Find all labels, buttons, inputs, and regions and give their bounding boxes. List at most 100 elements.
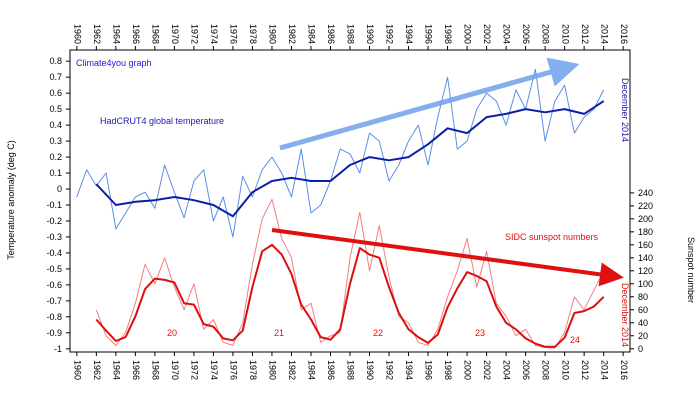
x-tick-label: 2016 (619, 360, 629, 380)
y2-tick-label: 20 (638, 331, 648, 341)
series-line (76, 68, 605, 238)
x-tick-label: 1990 (365, 24, 375, 44)
x-tick-label: 1986 (326, 24, 336, 44)
x-tick-label: 1974 (209, 24, 219, 44)
x-tick-label: 1962 (92, 24, 102, 44)
y-tick-label: -0.7 (46, 296, 62, 306)
y-tick-label: 0.6 (49, 88, 62, 98)
x-tick-label: 1992 (385, 24, 395, 44)
y-axis-label: Temperature anomaly (deg C) (6, 140, 16, 260)
y2-tick-label: 60 (638, 305, 648, 315)
y2-tick-label: 200 (638, 214, 653, 224)
x-tick-label: 1988 (346, 24, 356, 44)
x-tick-label: 2004 (502, 360, 512, 380)
y2-tick-label: 160 (638, 240, 653, 250)
x-tick-label: 2012 (580, 360, 590, 380)
x-tick-label: 2002 (482, 360, 492, 380)
y-tick-label: 0.8 (49, 56, 62, 66)
y-tick-label: 0.4 (49, 120, 62, 130)
annotation: SIDC sunspot numbers (505, 232, 599, 242)
y-tick-label: -0.5 (46, 264, 62, 274)
x-tick-label: 2004 (502, 24, 512, 44)
x-tick-label: 1978 (248, 24, 258, 44)
x-tick-label: 1994 (404, 24, 414, 44)
y2-tick-label: 220 (638, 201, 653, 211)
series-line (95, 243, 605, 348)
x-tick-label: 1982 (287, 24, 297, 44)
y2-tick-label: 140 (638, 253, 653, 263)
x-tick-label: 1964 (111, 360, 121, 380)
x-tick-label: 1998 (443, 360, 453, 380)
y-tick-label: 0.7 (49, 72, 62, 82)
trend-arrow (271, 228, 624, 287)
x-tick-label: 1992 (385, 360, 395, 380)
x-tick-label: 1968 (151, 360, 161, 380)
y2-axis-label: Sunspot number (686, 237, 696, 303)
y-tick-label: -0.8 (46, 312, 62, 322)
x-tick-label: 1994 (404, 360, 414, 380)
y-tick-label: 0.2 (49, 152, 62, 162)
x-tick-label: 2012 (580, 24, 590, 44)
x-tick-label: 2010 (560, 24, 570, 44)
x-tick-label: 2006 (521, 24, 531, 44)
annotation: HadCRUT4 global temperature (100, 116, 224, 126)
x-tick-label: 1966 (131, 360, 141, 380)
y-tick-label: -1 (54, 344, 62, 354)
y-tick-label: 0.5 (49, 104, 62, 114)
y2-tick-label: 40 (638, 318, 648, 328)
x-tick-label: 2014 (599, 24, 609, 44)
cycle-label: 20 (167, 328, 177, 338)
y-tick-label: 0 (57, 184, 62, 194)
x-tick-label: 1980 (268, 360, 278, 380)
x-tick-label: 1960 (72, 360, 82, 380)
x-tick-label: 1968 (151, 24, 161, 44)
series-line (95, 198, 605, 349)
x-tick-label: 1970 (170, 360, 180, 380)
annotation: December 2014 (620, 78, 630, 142)
y-tick-label: -0.1 (46, 200, 62, 210)
x-tick-label: 1976 (229, 24, 239, 44)
cycle-label: 24 (570, 335, 580, 345)
x-tick-label: 1976 (229, 360, 239, 380)
annotation: December 2014 (620, 283, 630, 347)
x-tick-label: 1986 (326, 360, 336, 380)
x-tick-label: 1990 (365, 360, 375, 380)
x-tick-label: 2002 (482, 24, 492, 44)
x-tick-label: 1962 (92, 360, 102, 380)
y-tick-label: -0.9 (46, 328, 62, 338)
y-tick-label: 0.3 (49, 136, 62, 146)
x-tick-label: 2016 (619, 24, 629, 44)
x-tick-label: 1984 (307, 24, 317, 44)
y-tick-label: -0.3 (46, 232, 62, 242)
x-tick-label: 1970 (170, 24, 180, 44)
x-tick-label: 1996 (424, 24, 434, 44)
x-tick-label: 1996 (424, 360, 434, 380)
x-tick-label: 1998 (443, 24, 453, 44)
x-tick-label: 2000 (463, 360, 473, 380)
y-tick-label: -0.6 (46, 280, 62, 290)
x-tick-label: 1984 (307, 360, 317, 380)
y-tick-label: -0.2 (46, 216, 62, 226)
marks (76, 68, 605, 349)
y2-tick-label: 180 (638, 227, 653, 237)
cycle-label: 23 (475, 328, 485, 338)
y-tick-label: -0.4 (46, 248, 62, 258)
x-tick-label: 2008 (541, 360, 551, 380)
y-tick-label: 0.1 (49, 168, 62, 178)
x-tick-label: 1982 (287, 360, 297, 380)
x-tick-label: 1964 (111, 24, 121, 44)
cycle-label: 22 (373, 328, 383, 338)
x-tick-label: 1972 (190, 360, 200, 380)
x-tick-label: 2014 (599, 360, 609, 380)
y2-tick-label: 100 (638, 279, 653, 289)
x-tick-label: 1966 (131, 24, 141, 44)
x-tick-label: 2000 (463, 24, 473, 44)
x-tick-label: 1972 (190, 24, 200, 44)
x-tick-label: 2008 (541, 24, 551, 44)
annotation: Climate4you graph (76, 58, 152, 68)
x-tick-label: 1980 (268, 24, 278, 44)
y2-tick-label: 240 (638, 188, 653, 198)
series-line (95, 100, 605, 218)
